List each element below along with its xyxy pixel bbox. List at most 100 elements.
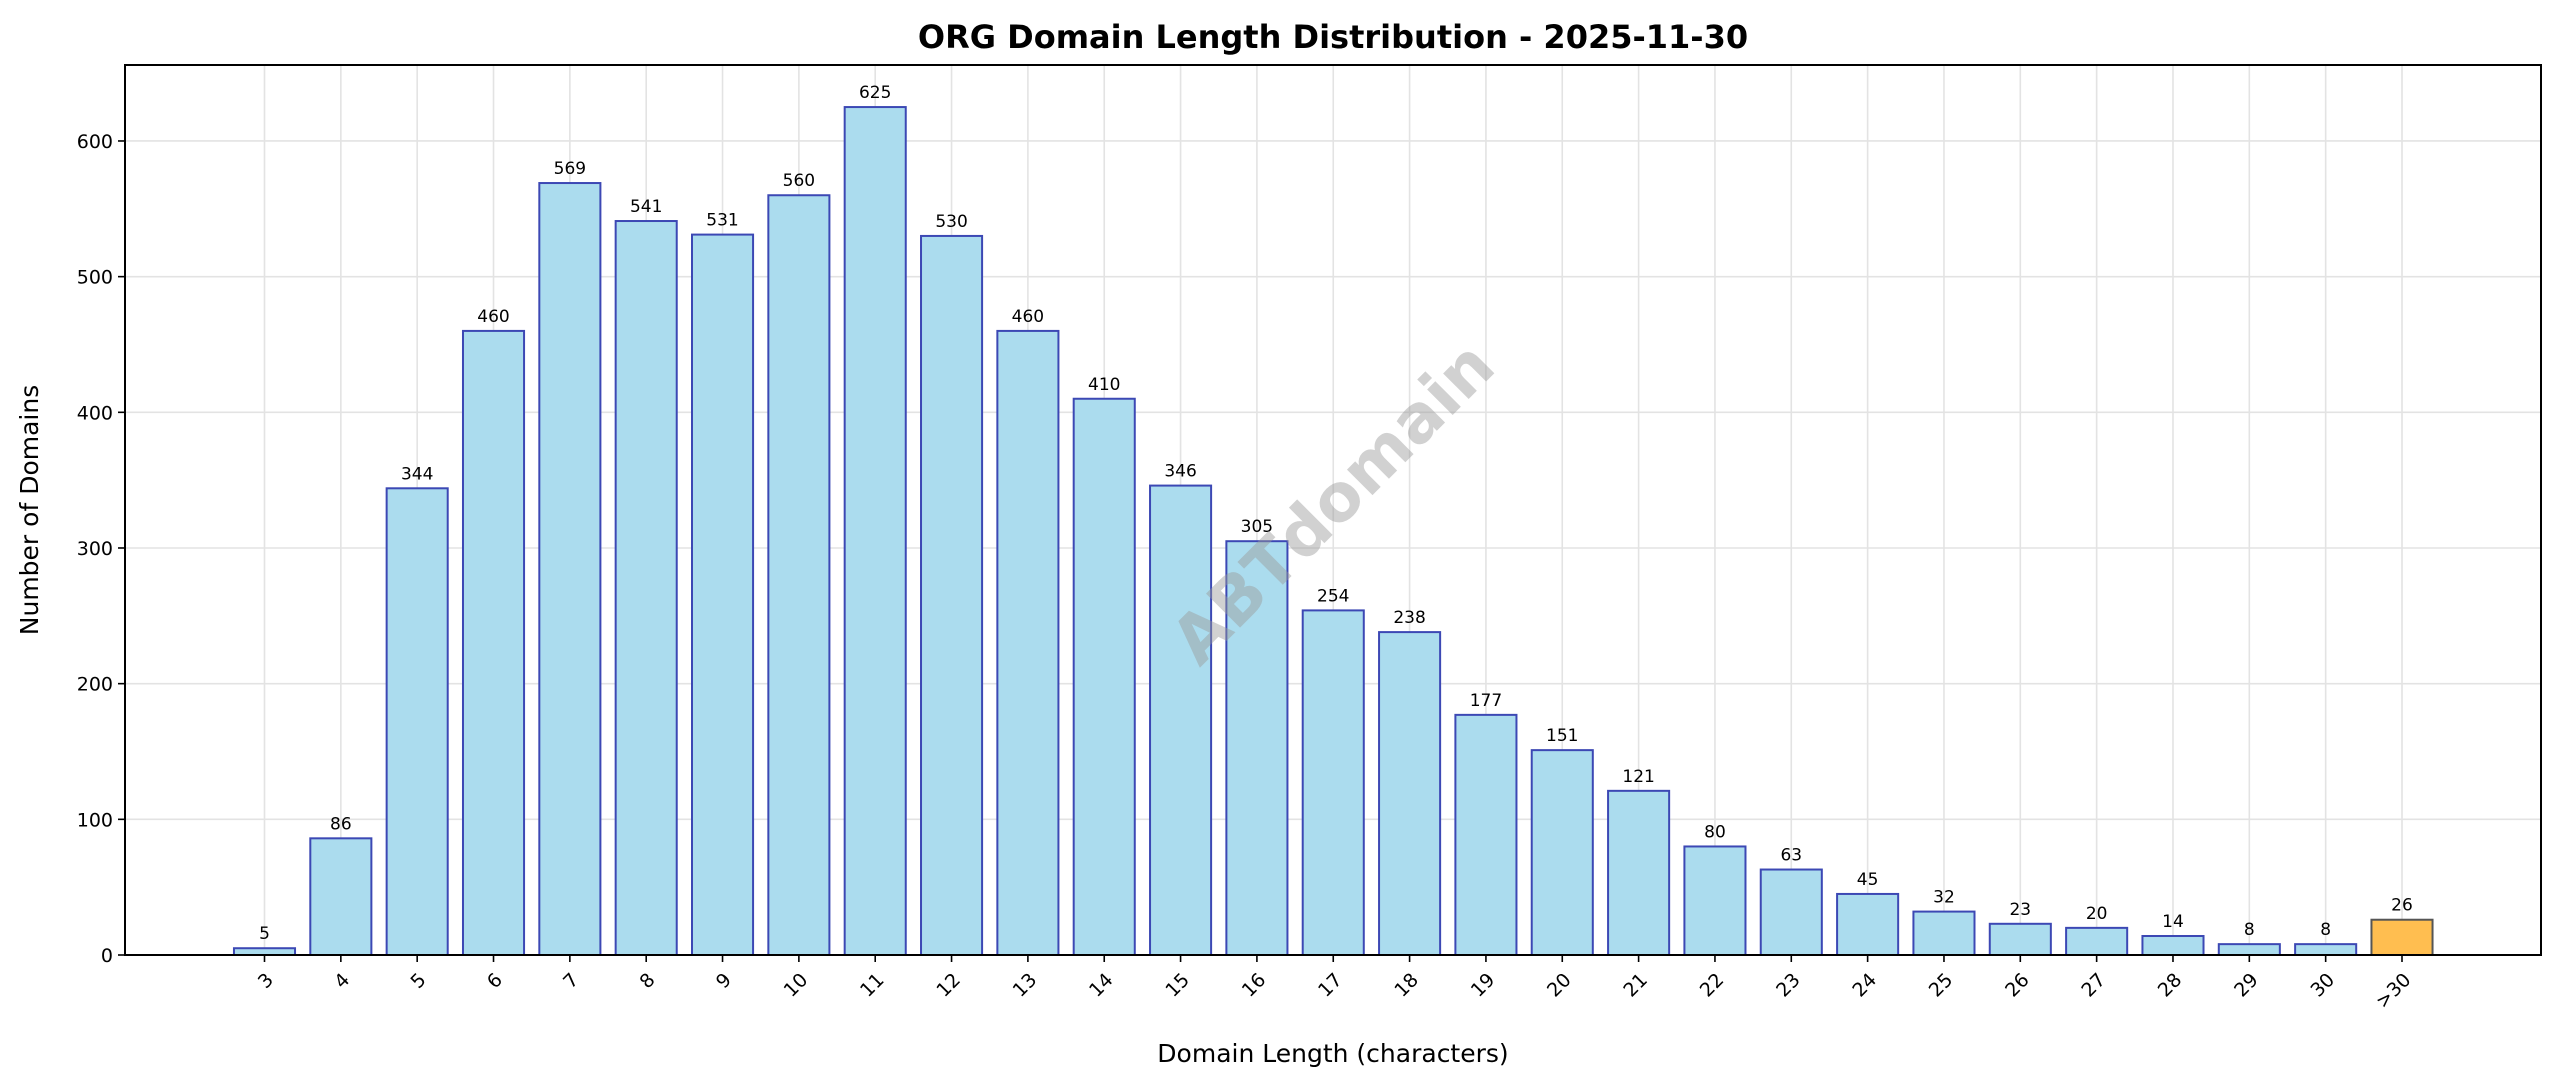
- bar-29: [2217, 943, 2281, 957]
- x-tick-label: 12: [932, 969, 965, 1002]
- bar-value-label: 121: [1622, 767, 1654, 787]
- bar-value-label: 177: [1470, 691, 1502, 711]
- bar-value-label: 541: [630, 197, 662, 217]
- bar-value-label: 254: [1317, 586, 1349, 606]
- x-tick-label: 29: [2230, 969, 2263, 1002]
- bar-value-label: 625: [859, 83, 891, 103]
- bar-value-label: 560: [783, 171, 815, 191]
- bar-value-label: 8: [2320, 920, 2331, 940]
- bar-value-label: 151: [1546, 726, 1578, 746]
- bar-21: [1607, 789, 1671, 957]
- y-axis-ticks: 0 100 200 300 400 500 600: [77, 131, 125, 967]
- bar-17: [1301, 609, 1365, 957]
- bar-value-label: 45: [1857, 870, 1879, 890]
- bar-value-label: 23: [2009, 900, 2031, 920]
- bar-value-label: 86: [330, 814, 352, 834]
- bar-20: [1530, 749, 1594, 957]
- bar-value-label: 410: [1088, 375, 1120, 395]
- y-tick-label: 300: [77, 538, 113, 560]
- x-tick-label: 27: [2077, 969, 2110, 1002]
- bar-value-label: 20: [2086, 904, 2108, 924]
- x-tick-label: 4: [330, 969, 354, 993]
- y-tick-label: 500: [77, 267, 113, 289]
- bar-11: [843, 106, 907, 957]
- x-tick-label: 15: [1161, 969, 1194, 1002]
- y-tick-label: 600: [77, 131, 113, 153]
- bar-25: [1912, 910, 1976, 957]
- x-tick-label: 10: [780, 969, 813, 1002]
- bars: [232, 106, 2434, 957]
- x-tick-label: 30: [2306, 969, 2339, 1002]
- x-tick-label: 7: [559, 969, 583, 993]
- bar-18: [1378, 631, 1442, 956]
- bar-labels: 5 86 344 460 569 541 531 560 625 530 460 410 346 305 2…: [259, 83, 2413, 944]
- bar-value-label: 26: [2391, 896, 2413, 916]
- x-tick-label: 25: [1925, 969, 1958, 1002]
- x-tick-label: 26: [2001, 969, 2034, 1002]
- x-tick-label: 6: [483, 969, 507, 993]
- y-tick-label: 100: [77, 809, 113, 831]
- bar-value-label: 14: [2162, 912, 2184, 932]
- x-tick-label: 16: [1238, 969, 1271, 1002]
- bar-value-label: 530: [935, 212, 967, 232]
- bar-3: [232, 947, 297, 957]
- bar-value-label: 346: [1164, 462, 1196, 482]
- x-tick-label: 17: [1314, 969, 1347, 1002]
- bar-6: [461, 329, 526, 957]
- bar-27: [2065, 926, 2129, 956]
- x-tick-label: 20: [1543, 969, 1576, 1002]
- x-tick-label: >30: [2372, 969, 2416, 1013]
- x-tick-label: 23: [1772, 969, 1805, 1002]
- bar-value-label: 80: [1704, 822, 1726, 842]
- bar-value-label: 8: [2244, 920, 2255, 940]
- bar-4: [309, 837, 373, 957]
- bar-19: [1454, 713, 1518, 956]
- bar-value-label: 460: [1012, 307, 1044, 327]
- x-tick-label: 22: [1696, 969, 1729, 1002]
- bar-7: [538, 182, 602, 957]
- bar->30: [2370, 918, 2434, 956]
- x-axis-ticks: 3 4 5 6 7 8 9 10 11 12 13 14 15 16 17 18 19 20 21 22 23 24 25 2…: [254, 955, 2416, 1013]
- x-tick-label: 19: [1467, 969, 1500, 1002]
- bar-value-label: 460: [477, 307, 509, 327]
- bar-24: [1836, 892, 1900, 957]
- bar-8: [614, 220, 678, 956]
- bar-value-label: 63: [1780, 846, 1802, 866]
- x-tick-label: 14: [1085, 969, 1118, 1002]
- bar-value-label: 238: [1393, 608, 1425, 628]
- bar-13: [996, 329, 1060, 957]
- bar-value-label: 344: [401, 464, 433, 484]
- x-tick-label: 9: [712, 969, 736, 993]
- bar-15: [1149, 484, 1213, 956]
- x-tick-label: 11: [856, 969, 889, 1002]
- y-tick-label: 400: [77, 402, 113, 424]
- bar-10: [767, 194, 831, 956]
- x-axis-label: Domain Length (characters): [1157, 1039, 1508, 1068]
- x-tick-label: 8: [636, 969, 660, 993]
- bar-value-label: 531: [706, 211, 738, 231]
- bar-30: [2294, 943, 2358, 957]
- bar-value-label: 305: [1241, 517, 1273, 537]
- bar-14: [1072, 397, 1136, 956]
- bar-5: [385, 487, 449, 956]
- y-tick-label: 0: [101, 945, 113, 967]
- x-tick-label: 18: [1390, 969, 1423, 1002]
- x-tick-label: 5: [406, 969, 430, 993]
- bar-26: [1988, 922, 2052, 956]
- x-tick-label: 24: [1848, 969, 1881, 1002]
- x-tick-label: 3: [254, 969, 278, 993]
- bar-12: [920, 234, 984, 956]
- x-tick-label: 28: [2154, 969, 2187, 1002]
- bar-16: [1225, 540, 1289, 957]
- x-tick-label: 13: [1009, 969, 1042, 1002]
- y-tick-label: 200: [77, 674, 113, 696]
- y-axis-label: Number of Domains: [15, 385, 44, 635]
- bar-value-label: 569: [554, 159, 586, 179]
- bar-value-label: 5: [259, 924, 270, 944]
- x-tick-label: 21: [1619, 969, 1652, 1002]
- bar-23: [1759, 868, 1823, 957]
- bar-22: [1683, 845, 1747, 957]
- bar-value-label: 32: [1933, 888, 1955, 908]
- bar-28: [2141, 935, 2205, 957]
